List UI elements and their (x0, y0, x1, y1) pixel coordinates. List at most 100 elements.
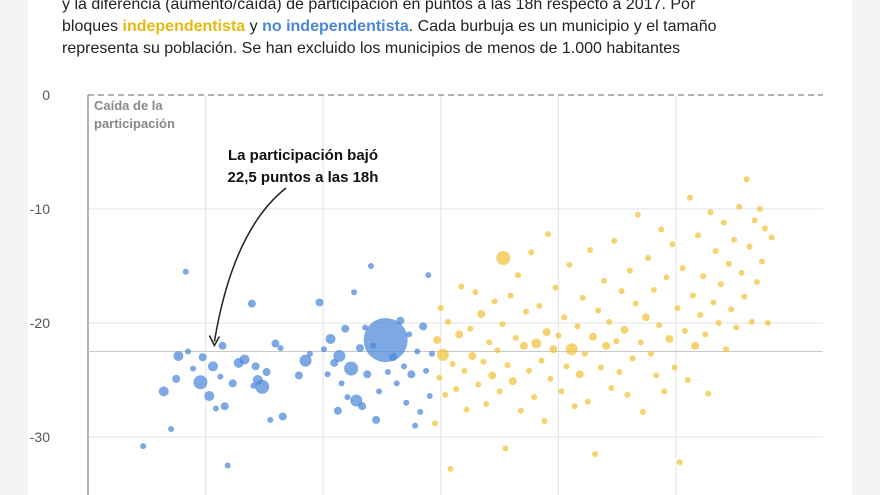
y-tick-label: -20 (30, 315, 50, 331)
data-point (251, 362, 260, 371)
data-point (531, 394, 538, 401)
y-tick-label: -10 (30, 201, 50, 217)
annotation-text: 22,5 puntos a las 18h (228, 169, 379, 186)
data-point (344, 361, 359, 376)
description-text: . Cada burbuja es un municipio y el tama… (408, 18, 717, 35)
data-point (140, 443, 147, 450)
data-point (499, 321, 506, 328)
data-point (168, 426, 175, 433)
data-point (363, 318, 408, 363)
data-point (315, 298, 324, 307)
data-point (519, 341, 528, 350)
data-point (437, 348, 450, 361)
data-point (676, 459, 683, 466)
y-tick-label: -30 (30, 429, 50, 445)
data-point (389, 353, 398, 362)
data-point (396, 316, 405, 325)
data-point (658, 226, 665, 233)
data-point (436, 374, 443, 381)
legend-independentista: independentista (122, 18, 246, 35)
data-point (545, 231, 552, 238)
data-point (480, 358, 487, 365)
description-line-1: y la diferencia (aumento/caída) de parti… (62, 0, 696, 13)
data-point (715, 320, 722, 326)
data-point (761, 225, 768, 232)
data-point (691, 341, 700, 350)
data-point (741, 293, 748, 300)
data-point (541, 418, 548, 425)
data-point (563, 363, 570, 370)
data-point (748, 318, 755, 325)
data-point (753, 278, 760, 285)
data-point (616, 369, 623, 376)
annotation-text: La participación bajó (228, 147, 378, 164)
data-point (239, 354, 250, 365)
data-point (565, 343, 578, 356)
data-point (508, 377, 517, 386)
data-point (294, 371, 303, 380)
data-point (344, 394, 351, 401)
data-point (376, 388, 383, 395)
data-point (193, 375, 208, 390)
data-point (488, 371, 497, 380)
data-point (523, 308, 530, 315)
data-point (547, 375, 554, 382)
data-point (198, 353, 207, 362)
data-point (224, 462, 231, 469)
data-point (252, 375, 263, 385)
data-point (502, 445, 509, 452)
data-point (637, 339, 644, 346)
data-point (472, 289, 479, 296)
data-point (419, 322, 428, 331)
data-point (363, 370, 372, 379)
data-point (648, 350, 655, 357)
data-point (486, 339, 493, 346)
data-point (184, 348, 191, 355)
data-point (731, 236, 738, 243)
data-point (445, 318, 452, 325)
data-point (733, 324, 740, 331)
data-point (271, 339, 280, 348)
data-point (538, 357, 545, 364)
data-point (431, 420, 438, 427)
data-point (717, 281, 724, 288)
data-point (618, 288, 625, 295)
scatter-chart: 0 -10 -20 -30 Caída de la participación La pa… (30, 87, 823, 495)
data-point (362, 324, 369, 331)
data-point (324, 371, 331, 378)
data-point (299, 354, 312, 367)
data-point (571, 403, 578, 410)
data-point (207, 361, 218, 372)
data-point (632, 300, 639, 307)
y-axis-title: Caída de la (94, 98, 163, 113)
data-point (725, 260, 732, 267)
data-point (768, 234, 775, 241)
data-point (401, 363, 408, 370)
data-point (461, 367, 468, 374)
data-point (173, 351, 184, 362)
data-point (549, 345, 558, 354)
data-point (574, 323, 581, 330)
description-line-2: bloques independentista y no independent… (62, 16, 842, 38)
data-point (425, 272, 432, 279)
data-points (140, 176, 775, 472)
data-point (736, 203, 743, 210)
data-point (542, 328, 551, 337)
data-point (437, 305, 444, 312)
data-point (330, 358, 339, 367)
data-point (190, 365, 197, 372)
data-point (358, 402, 367, 411)
data-point (720, 219, 727, 226)
data-point (526, 367, 532, 374)
data-point (228, 379, 237, 388)
data-point (661, 388, 668, 395)
data-point (393, 380, 400, 387)
data-point (333, 350, 346, 363)
data-point (602, 341, 611, 350)
legend-no-independentista: no independentista (262, 18, 409, 35)
data-point (738, 269, 745, 276)
data-point (491, 298, 498, 305)
data-point (558, 388, 565, 395)
data-point (756, 206, 763, 212)
data-point (681, 327, 688, 334)
